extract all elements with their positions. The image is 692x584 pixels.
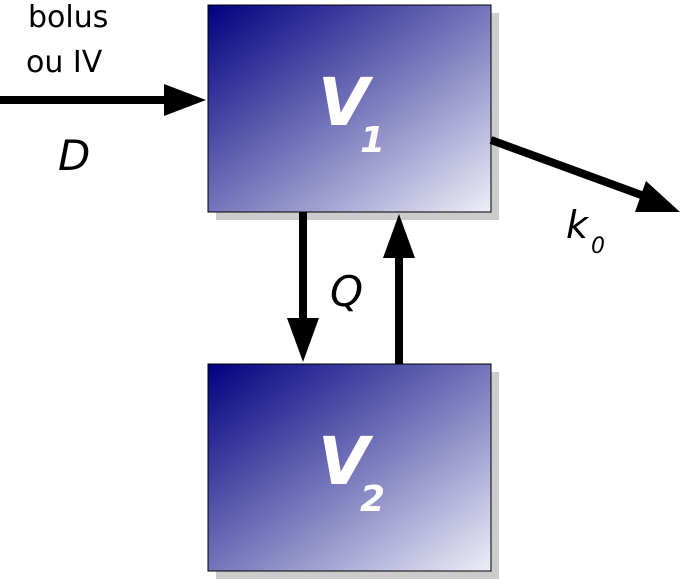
compartment-2-symbol: V: [318, 423, 374, 500]
input-label-line2: ou IV: [26, 45, 103, 80]
compartment-1-symbol: V: [318, 64, 374, 141]
compartment-1-subscript: 1: [360, 120, 385, 161]
dose-input-arrow: [0, 84, 206, 116]
clearance-label: Q: [330, 267, 363, 316]
transfer-arrow-down: [287, 212, 319, 362]
dose-label: D: [58, 131, 90, 180]
compartment-1: V 1: [207, 4, 492, 213]
elimination-arrow: [489, 136, 680, 212]
compartment-2-subscript: 2: [360, 479, 385, 520]
elimination-rate-subscript: 0: [591, 234, 605, 259]
input-label-line1: bolus: [28, 0, 108, 35]
compartment-2: V 2: [207, 363, 492, 572]
transfer-arrow-up: [383, 214, 415, 364]
elimination-rate-symbol: k: [566, 203, 590, 247]
